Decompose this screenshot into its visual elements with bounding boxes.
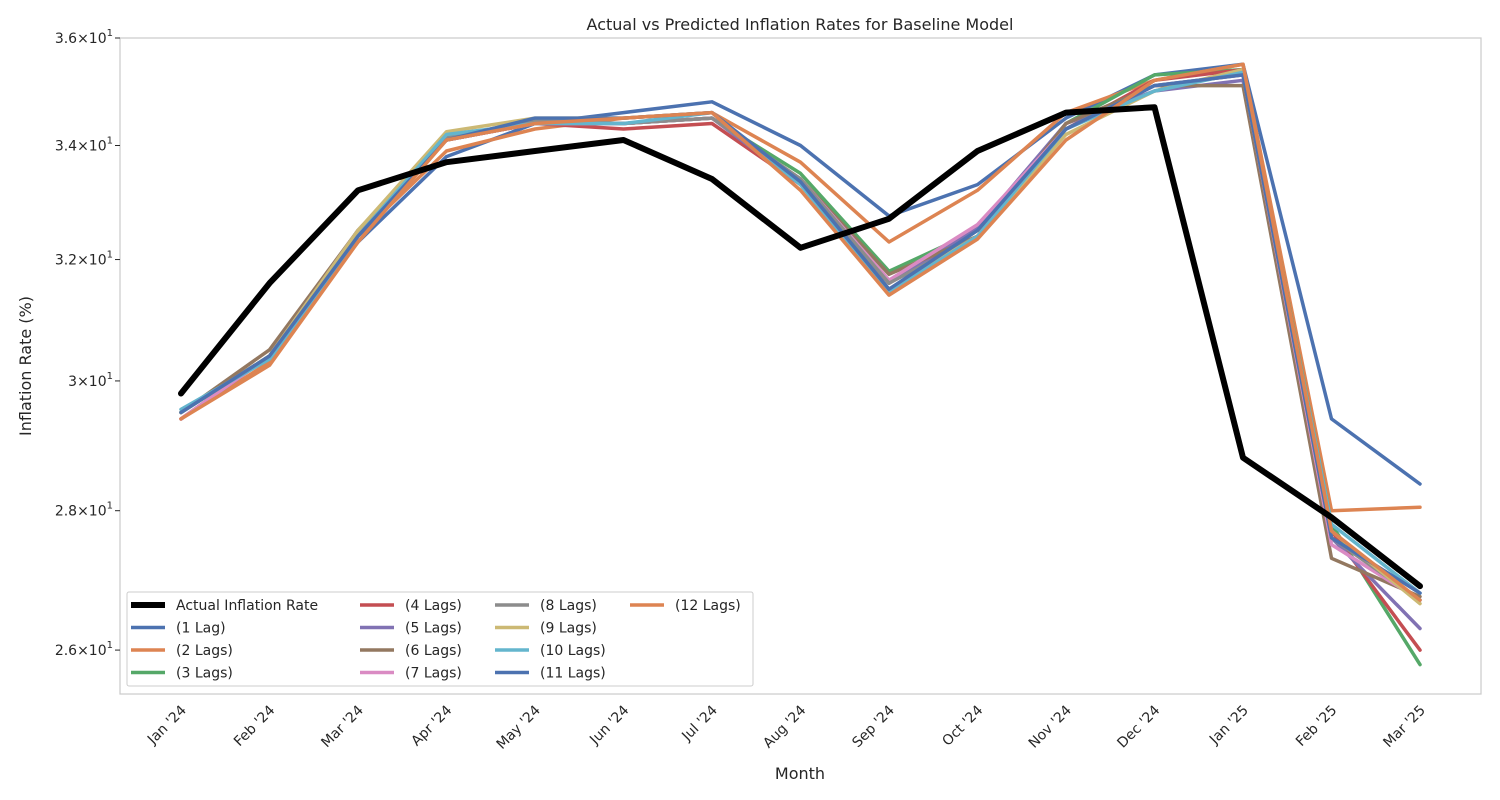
y-tick-label: 3.6×101 — [55, 28, 113, 47]
legend-label: (8 Lags) — [540, 598, 597, 614]
y-tick-times: ×10 — [77, 374, 107, 390]
x-tick-label: Mar '25 — [1380, 703, 1428, 751]
x-tick-label: Sep '24 — [849, 702, 898, 751]
legend-label: (11 Lags) — [540, 666, 606, 682]
series-line-11 — [179, 73, 1422, 595]
x-tick-label: Aug '24 — [760, 702, 809, 751]
series-line-3 — [179, 67, 1422, 667]
y-tick-times: ×10 — [77, 253, 107, 269]
x-tick-label: Feb '24 — [231, 702, 278, 749]
x-tick-label: Dec '24 — [1114, 702, 1163, 751]
y-tick-base: 3.2 — [55, 253, 77, 269]
x-tick-label: May '24 — [494, 702, 544, 752]
y-tick-label: 3.4×101 — [55, 136, 113, 155]
y-tick-base: 3.4 — [55, 139, 77, 155]
series-line-1 — [179, 62, 1422, 486]
x-tick-label: Jan '25 — [1206, 703, 1252, 749]
x-axis-label: Month — [775, 764, 825, 783]
y-tick-base: 2.8 — [55, 504, 77, 520]
x-axis: Jan '24 Feb '24 Mar '24 Apr '24 May '24 Jun '… — [144, 702, 1429, 752]
legend-label: (10 Lags) — [540, 643, 606, 659]
series-line-8 — [179, 73, 1422, 602]
series-line-9 — [179, 67, 1422, 606]
x-tick-label: Jul '24 — [678, 702, 720, 744]
series-lines — [178, 62, 1423, 667]
series-line-7 — [179, 73, 1422, 602]
y-tick-exponent: 1 — [107, 136, 113, 147]
legend-label: (12 Lags) — [675, 598, 741, 614]
legend-box — [126, 591, 754, 687]
y-tick-base: 3 — [68, 374, 77, 390]
plot-frame — [119, 37, 1482, 695]
y-tick-label: 2.6×101 — [55, 640, 113, 659]
legend-label: (7 Lags) — [405, 666, 462, 682]
series-line-4 — [179, 67, 1422, 652]
y-tick-base: 3.6 — [55, 31, 77, 47]
y-tick-label: 3×101 — [68, 371, 113, 390]
y-tick-exponent: 1 — [107, 640, 113, 651]
y-tick-times: ×10 — [77, 139, 107, 155]
legend-label: Actual Inflation Rate — [176, 598, 318, 614]
legend-label: (5 Lags) — [405, 621, 462, 637]
y-tick-exponent: 1 — [107, 371, 113, 382]
series-line-0 — [178, 104, 1423, 590]
y-tick-times: ×10 — [77, 504, 107, 520]
y-tick-base: 2.6 — [55, 643, 77, 659]
y-tick-times: ×10 — [77, 643, 107, 659]
x-tick-label: Jun '24 — [586, 702, 632, 748]
y-tick-exponent: 1 — [107, 501, 113, 512]
x-tick-label: Oct '24 — [939, 702, 986, 749]
legend-label: (1 Lag) — [176, 621, 226, 637]
legend: Actual Inflation Rate (1 Lag) (2 Lags) (3 L… — [126, 591, 754, 687]
legend-label: (4 Lags) — [405, 598, 462, 614]
series-line-2 — [179, 62, 1422, 513]
y-tick-label: 3.2×101 — [55, 250, 113, 269]
x-tick-label: Mar '24 — [318, 702, 367, 751]
x-tick-label: Apr '24 — [408, 702, 455, 749]
y-tick-exponent: 1 — [107, 28, 113, 39]
chart-title: Actual vs Predicted Inflation Rates for … — [587, 15, 1014, 34]
legend-label: (2 Lags) — [176, 643, 233, 659]
x-tick-label: Feb '25 — [1293, 703, 1340, 750]
y-tick-label: 2.8×101 — [55, 501, 113, 520]
y-tick-times: ×10 — [77, 31, 107, 47]
legend-label: (6 Lags) — [405, 643, 462, 659]
x-tick-label: Nov '24 — [1026, 702, 1075, 751]
legend-label: (9 Lags) — [540, 621, 597, 637]
x-tick-label: Jan '24 — [144, 702, 190, 748]
series-line-12 — [179, 62, 1422, 602]
legend-label: (3 Lags) — [176, 666, 233, 682]
y-axis-label: Inflation Rate (%) — [16, 296, 35, 436]
series-line-10 — [179, 70, 1422, 595]
y-tick-exponent: 1 — [107, 250, 113, 261]
